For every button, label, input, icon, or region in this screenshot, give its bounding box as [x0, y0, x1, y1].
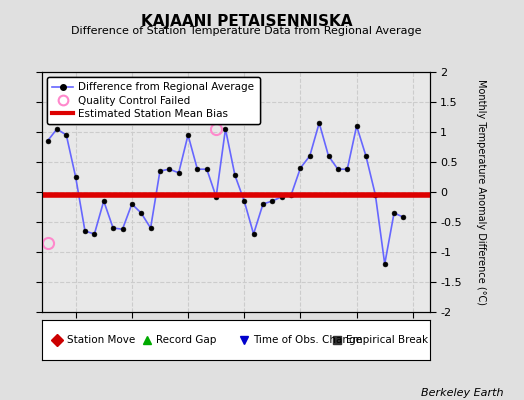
Text: Berkeley Earth: Berkeley Earth	[421, 388, 503, 398]
Legend: Difference from Regional Average, Quality Control Failed, Estimated Station Mean: Difference from Regional Average, Qualit…	[47, 77, 259, 124]
Text: Record Gap: Record Gap	[156, 335, 217, 345]
Y-axis label: Monthly Temperature Anomaly Difference (°C): Monthly Temperature Anomaly Difference (…	[476, 79, 486, 305]
Text: Time of Obs. Change: Time of Obs. Change	[253, 335, 362, 345]
Text: Difference of Station Temperature Data from Regional Average: Difference of Station Temperature Data f…	[71, 26, 421, 36]
Text: Empirical Break: Empirical Break	[346, 335, 429, 345]
Text: Station Move: Station Move	[67, 335, 135, 345]
Text: KAJAANI PETAISENNISKA: KAJAANI PETAISENNISKA	[140, 14, 352, 29]
